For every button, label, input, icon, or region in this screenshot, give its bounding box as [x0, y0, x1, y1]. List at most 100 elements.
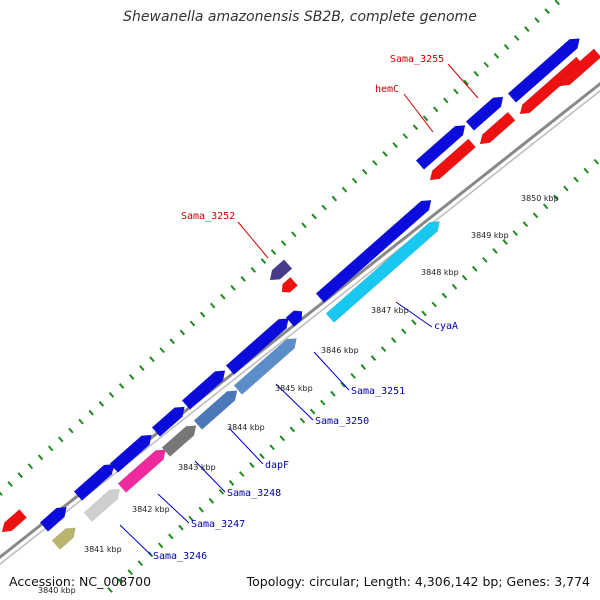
tick-mark — [380, 346, 387, 353]
tick-mark — [422, 115, 429, 122]
backbone-line-inner — [0, 89, 600, 566]
tick-mark — [532, 212, 539, 219]
tick-mark — [98, 400, 105, 407]
scale-label: 3845 kbp — [275, 384, 313, 393]
tick-mark — [128, 374, 135, 380]
tick-mark — [482, 256, 488, 263]
tick-mark — [299, 417, 306, 424]
gene-track-1 — [83, 488, 120, 522]
tick-mark — [513, 35, 520, 41]
tick-mark — [228, 480, 235, 486]
tick-mark — [461, 274, 468, 281]
accession-text: Accession: NC_008700 — [9, 574, 152, 589]
tick-mark — [553, 194, 559, 201]
scale-label: 3848 kbp — [421, 268, 459, 277]
tick-mark — [370, 355, 377, 361]
tick-mark — [443, 97, 449, 104]
connector-sama3252 — [237, 221, 269, 259]
gene-track-0 — [51, 527, 76, 550]
tick-mark — [534, 17, 540, 24]
gene-label-hemc: hemC — [375, 84, 399, 95]
tick-mark — [159, 347, 165, 354]
tick-mark — [270, 249, 277, 256]
tick-mark — [493, 52, 500, 59]
tick-mark — [68, 427, 74, 434]
connector-cyaa — [395, 301, 433, 328]
tick-mark — [321, 204, 327, 211]
gene-track-2 — [117, 449, 166, 493]
gene-track-6 — [325, 221, 440, 323]
tick-mark — [573, 176, 579, 183]
tick-mark — [524, 26, 530, 32]
scale-label: 3844 kbp — [227, 423, 265, 432]
gene-track-3 — [161, 425, 197, 457]
tick-mark — [210, 302, 216, 309]
tick-mark — [240, 275, 246, 282]
cds-reverse-3 — [559, 48, 600, 87]
tick-mark — [311, 213, 317, 220]
backbone — [0, 81, 600, 566]
tick-mark — [453, 88, 459, 95]
cds-forward-upper-1 — [465, 96, 504, 131]
tick-mark — [554, 0, 560, 6]
connector-sama3250 — [275, 383, 314, 421]
tick-mark — [279, 435, 285, 442]
tick-mark — [340, 381, 346, 388]
tick-mark — [259, 453, 265, 460]
tick-mark — [309, 408, 316, 415]
gene-label-sama3255: Sama_3255 — [390, 54, 444, 65]
tick-mark — [108, 391, 115, 398]
tick-mark — [544, 8, 550, 15]
tick-mark — [157, 542, 164, 549]
tick-mark — [178, 524, 184, 531]
tick-mark — [250, 267, 257, 273]
tick-mark — [260, 258, 267, 264]
label-connectors — [119, 63, 479, 556]
tick-mark — [362, 168, 368, 175]
tick-mark — [583, 167, 589, 174]
gene-label-sama3248: Sama_3248 — [227, 488, 281, 499]
tick-mark — [291, 231, 297, 238]
tick-mark — [330, 390, 336, 397]
cds-reverse-sama3252 — [281, 276, 298, 293]
scale-label: 3842 kbp — [132, 505, 170, 514]
tick-mark — [473, 70, 479, 77]
scale-labels: 3840 kbp 3841 kbp 3842 kbp 3843 kbp 3844 kbp… — [38, 194, 559, 595]
scale-label: 3846 kbp — [321, 346, 359, 355]
cds-reverse-1 — [479, 111, 516, 145]
cds-forward-5 — [225, 318, 289, 375]
scale-label: 3843 kbp — [178, 463, 216, 472]
tick-mark — [107, 587, 113, 593]
scale-label: 3841 kbp — [84, 545, 122, 554]
tick-mark — [269, 444, 275, 451]
connector-sama3247 — [157, 493, 190, 524]
scale-label: 3849 kbp — [471, 231, 509, 240]
tick-mark — [208, 497, 215, 504]
tick-mark — [372, 159, 378, 166]
tick-mark — [238, 471, 245, 477]
genome-summary-text: Topology: circular; Length: 4,306,142 bp… — [246, 574, 590, 589]
scale-label: 3850 kbp — [521, 194, 559, 203]
gene-track-sama3252 — [269, 259, 293, 281]
tick-mark — [139, 365, 145, 372]
tick-mark — [390, 337, 397, 344]
tick-mark — [37, 454, 44, 461]
tick-mark — [593, 158, 600, 165]
gene-labels: Sama_3255 hemC Sama_3252 cyaA Sama_3251 Sama_… — [153, 54, 458, 562]
tick-mark — [301, 222, 307, 229]
cds-forward-upper-0 — [415, 125, 466, 170]
tick-mark — [198, 506, 204, 513]
gene-label-sama3246: Sama_3246 — [153, 551, 207, 562]
connector-sama3246 — [119, 524, 152, 556]
cds-forward-0 — [39, 506, 67, 532]
connector-sama3248 — [194, 460, 226, 493]
cds-forward-4 — [181, 370, 226, 410]
tick-mark — [320, 399, 326, 406]
connector-hemc — [403, 93, 434, 133]
tick-mark — [483, 61, 490, 68]
gene-label-sama3247: Sama_3247 — [191, 519, 245, 530]
tick-mark — [118, 383, 125, 389]
tick-mark — [392, 142, 398, 148]
tick-mark — [117, 578, 123, 584]
